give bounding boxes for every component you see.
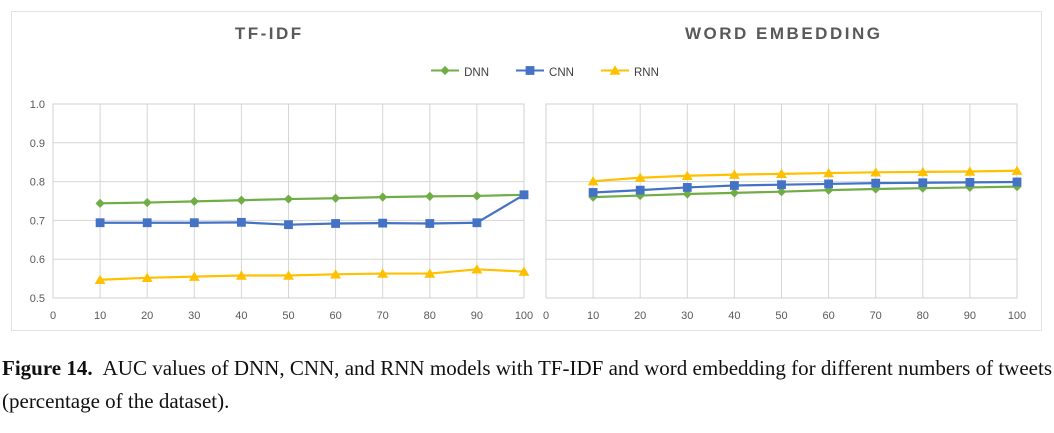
svg-text:30: 30 — [188, 310, 200, 322]
svg-text:40: 40 — [728, 310, 740, 322]
svg-text:50: 50 — [282, 310, 294, 322]
legend-item-cnn: CNN — [515, 64, 574, 82]
svg-text:80: 80 — [917, 310, 929, 322]
svg-text:0.6: 0.6 — [30, 254, 45, 266]
svg-text:100: 100 — [515, 310, 533, 322]
svg-text:90: 90 — [964, 310, 976, 322]
svg-text:0.8: 0.8 — [30, 177, 45, 189]
chart-frame: TF-IDF WORD EMBEDDING DNN CNN RNN 0.5 0.6… — [11, 11, 1042, 331]
svg-text:40: 40 — [235, 310, 247, 322]
chart-legend: DNN CNN RNN — [12, 64, 1041, 82]
svg-text:50: 50 — [775, 310, 787, 322]
legend-item-rnn: RNN — [600, 64, 659, 82]
svg-text:60: 60 — [329, 310, 341, 322]
svg-text:1.0: 1.0 — [30, 99, 45, 111]
chart-title-row: TF-IDF WORD EMBEDDING — [12, 24, 1041, 44]
svg-text:20: 20 — [634, 310, 646, 322]
svg-text:0.5: 0.5 — [30, 293, 45, 305]
svg-text:20: 20 — [141, 310, 153, 322]
svg-text:0.7: 0.7 — [30, 215, 45, 227]
legend-label-dnn: DNN — [464, 67, 490, 79]
svg-text:0: 0 — [543, 310, 549, 322]
charts-row: 0.5 0.6 0.7 0.8 0.9 1.0 0 10 20 30 40 50 60 70 80 90 100… — [12, 96, 1041, 332]
word-embedding-chart-title: WORD EMBEDDING — [685, 24, 883, 43]
tfidf-chart-title: TF-IDF — [234, 24, 304, 43]
svg-text:70: 70 — [377, 310, 389, 322]
svg-text:0.9: 0.9 — [30, 138, 45, 150]
legend-item-dnn: DNN — [430, 64, 489, 82]
svg-text:30: 30 — [681, 310, 693, 322]
svg-text:10: 10 — [94, 310, 106, 322]
dnn-diamond-marker-icon — [430, 64, 460, 82]
word-embedding-line-chart: 0 10 20 30 40 50 60 70 80 90 100 — [543, 103, 1026, 322]
svg-text:60: 60 — [822, 310, 834, 322]
figure-caption: Figure 14. AUC values of DNN, CNN, and RN… — [2, 352, 1052, 417]
svg-text:100: 100 — [1008, 310, 1026, 322]
legend-label-cnn: CNN — [549, 67, 574, 79]
svg-text:80: 80 — [424, 310, 436, 322]
cnn-square-marker-icon — [515, 64, 545, 82]
svg-text:10: 10 — [587, 310, 599, 322]
rnn-triangle-marker-icon — [600, 64, 630, 82]
figure-caption-label: Figure 14. — [2, 356, 93, 380]
legend-label-rnn: RNN — [633, 67, 659, 79]
tfidf-line-chart: 0.5 0.6 0.7 0.8 0.9 1.0 0 10 20 30 40 50 60 70 80 90 100 — [30, 99, 533, 322]
svg-text:70: 70 — [870, 310, 882, 322]
svg-text:90: 90 — [471, 310, 483, 322]
svg-text:0: 0 — [50, 310, 56, 322]
figure-caption-text: AUC values of DNN, CNN, and RNN models w… — [2, 356, 1052, 413]
